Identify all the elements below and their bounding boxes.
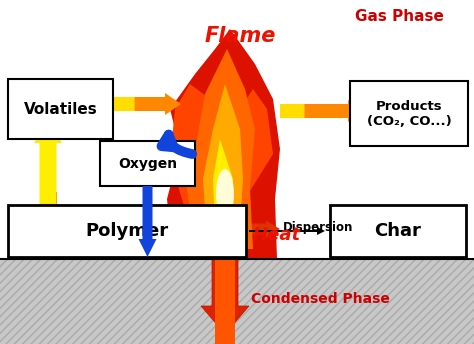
FancyArrow shape: [249, 227, 325, 235]
Ellipse shape: [216, 169, 234, 219]
FancyArrow shape: [34, 121, 62, 204]
FancyArrow shape: [238, 221, 280, 237]
Text: Flame: Flame: [204, 26, 276, 46]
FancyArrow shape: [280, 104, 308, 118]
FancyArrow shape: [135, 93, 181, 115]
Polygon shape: [167, 29, 280, 259]
Text: Polymer: Polymer: [85, 222, 169, 240]
FancyArrow shape: [304, 100, 364, 122]
Text: Gas Phase: Gas Phase: [355, 9, 444, 24]
Polygon shape: [170, 84, 215, 209]
Polygon shape: [203, 84, 243, 239]
FancyBboxPatch shape: [8, 79, 113, 139]
Polygon shape: [213, 139, 233, 229]
FancyBboxPatch shape: [350, 81, 468, 146]
Text: Products
(CO₂, CO...): Products (CO₂, CO...): [366, 99, 451, 128]
FancyArrowPatch shape: [162, 135, 192, 154]
FancyArrow shape: [138, 186, 156, 257]
Text: Char: Char: [374, 222, 421, 240]
Text: Heat: Heat: [253, 226, 301, 244]
FancyArrow shape: [113, 97, 137, 111]
FancyBboxPatch shape: [330, 205, 466, 257]
FancyArrow shape: [39, 192, 56, 257]
FancyArrow shape: [215, 189, 235, 344]
Polygon shape: [237, 89, 273, 199]
FancyBboxPatch shape: [8, 205, 246, 257]
Text: Condensed Phase: Condensed Phase: [251, 292, 390, 306]
Polygon shape: [187, 49, 255, 249]
Text: Volatiles: Volatiles: [24, 101, 97, 117]
FancyArrow shape: [201, 189, 249, 334]
Text: Dispersion: Dispersion: [283, 221, 354, 234]
Bar: [0, 259, 474, 344]
Text: Oxygen: Oxygen: [118, 157, 177, 171]
FancyBboxPatch shape: [100, 141, 195, 186]
